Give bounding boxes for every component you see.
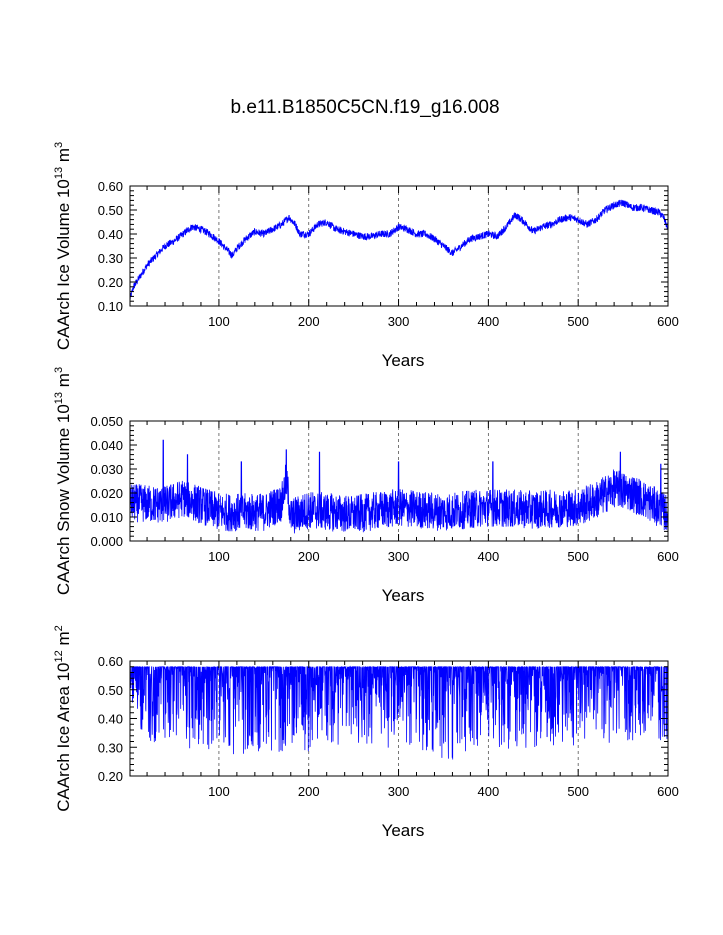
y-tick-label: 0.010 — [90, 510, 123, 525]
y-axis-title: CAArch Snow Volume 1013 m3 — [53, 367, 73, 595]
y-tick-label: 0.20 — [98, 769, 123, 784]
y-tick-label: 0.050 — [90, 414, 123, 429]
x-tick-label: 600 — [657, 784, 679, 799]
x-tick-label: 600 — [657, 314, 679, 329]
y-tick-label: 0.40 — [98, 712, 123, 727]
y-axis-title: CAArch Ice Volume 1013 m3 — [53, 142, 73, 350]
y-tick-label: 0.60 — [98, 654, 123, 669]
series-line — [130, 665, 669, 760]
x-tick-label: 100 — [208, 314, 230, 329]
x-tick-label: 200 — [298, 784, 320, 799]
y-tick-label: 0.040 — [90, 438, 123, 453]
x-axis-title: Years — [382, 351, 425, 370]
x-tick-label: 500 — [567, 549, 589, 564]
y-tick-label: 0.40 — [98, 227, 123, 242]
y-tick-label: 0.50 — [98, 683, 123, 698]
y-tick-label: 0.30 — [98, 251, 123, 266]
y-tick-label: 0.20 — [98, 275, 123, 290]
x-tick-label: 300 — [388, 549, 410, 564]
x-tick-label: 100 — [208, 784, 230, 799]
chart-panel-1: 100 200 300 400 500 600 0.10 0.20 0.30 0.40 0.50 0.… — [53, 142, 679, 370]
x-axis-title: Years — [382, 821, 425, 840]
y-tick-label: 0.50 — [98, 203, 123, 218]
panels: 100 200 300 400 500 600 0.10 0.20 0.30 0.40 0.50 0.… — [53, 142, 679, 840]
chart-panel-2: 100 200 300 400 500 600 0.000 0.010 0.020 0.030 0.… — [53, 367, 679, 605]
x-tick-label: 300 — [388, 784, 410, 799]
x-tick-label: 600 — [657, 549, 679, 564]
plot-frame — [129, 185, 669, 307]
chart-panel-3: 100 200 300 400 500 600 0.20 0.30 0.40 0.50 0.60 Ye… — [53, 625, 679, 840]
y-tick-label: 0.30 — [98, 740, 123, 755]
y-tick-label: 0.10 — [98, 299, 123, 314]
y-axis-title: CAArch Ice Area 1012 m2 — [53, 625, 73, 812]
x-tick-label: 500 — [567, 784, 589, 799]
y-tick-label: 0.000 — [90, 534, 123, 549]
x-tick-label: 400 — [478, 549, 500, 564]
x-tick-label: 400 — [478, 784, 500, 799]
x-tick-label: 400 — [478, 314, 500, 329]
x-tick-label: 200 — [298, 549, 320, 564]
x-axis-title: Years — [382, 586, 425, 605]
series-line — [129, 199, 669, 300]
x-tick-label: 500 — [567, 314, 589, 329]
y-tick-label: 0.030 — [90, 462, 123, 477]
series-line — [129, 439, 669, 534]
y-tick-label: 0.60 — [98, 179, 123, 194]
figure-title: b.e11.B1850C5CN.f19_g16.008 — [230, 97, 499, 118]
y-tick-label: 0.020 — [90, 486, 123, 501]
x-tick-label: 300 — [388, 314, 410, 329]
x-tick-label: 200 — [298, 314, 320, 329]
x-tick-label: 100 — [208, 549, 230, 564]
